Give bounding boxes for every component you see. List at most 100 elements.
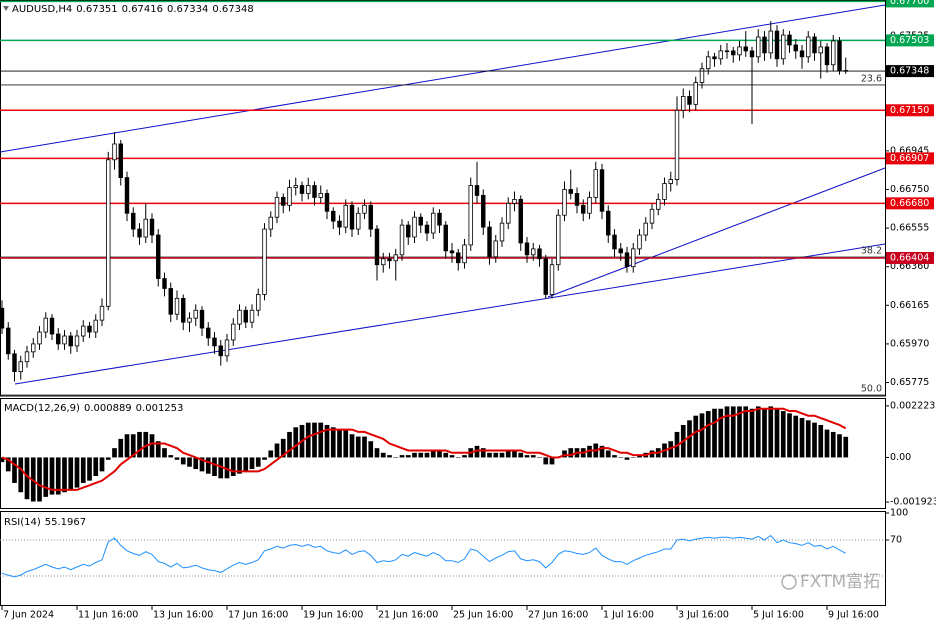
macd-histogram-bar (755, 406, 761, 458)
candle-body (587, 197, 592, 214)
macd-histogram-bar (230, 457, 236, 476)
macd-histogram-bar (737, 406, 742, 458)
candle-body (643, 222, 648, 236)
macd-histogram-bar (743, 406, 749, 458)
macd-histogram-bar (268, 450, 274, 458)
macd-histogram-bar (168, 455, 174, 458)
macd-histogram-bar (237, 457, 242, 474)
y-tick-label: 100 (890, 508, 908, 519)
candle-body (24, 351, 30, 363)
candle-body (699, 68, 705, 83)
candle-body (206, 327, 211, 339)
candle-body (456, 252, 461, 264)
candle-body (212, 337, 217, 347)
candle-body (93, 319, 98, 333)
macd-histogram-bar (493, 452, 499, 458)
candle-body (606, 210, 611, 236)
y-tick-label: 0.66945 (890, 145, 929, 156)
logo (781, 574, 797, 590)
candle-body (143, 218, 148, 238)
candle-body (137, 228, 142, 238)
fib-label: 23.6 (861, 73, 882, 84)
candle-body (293, 185, 298, 188)
level-price-label: 0.67700 (890, 0, 929, 7)
macd-histogram-bar (787, 413, 792, 458)
macd-histogram-bar (412, 452, 417, 458)
candle-body (612, 234, 617, 250)
macd-histogram-bar (630, 457, 636, 458)
y-tick-label: 0.66555 (890, 223, 929, 234)
macd-histogram-bar (112, 448, 117, 458)
level-price-box (886, 197, 934, 210)
macd-histogram-bar (180, 457, 186, 465)
rsi-panel-frame (0, 511, 886, 606)
macd-histogram-bar (549, 457, 555, 465)
macd-histogram-bar (49, 457, 55, 495)
macd-histogram-bar (143, 431, 149, 458)
macd-histogram-bar (0, 457, 5, 463)
candle-body (312, 185, 317, 198)
macd-histogram-bar (193, 457, 199, 470)
macd-histogram-bar (774, 408, 780, 458)
macd-histogram-bar (449, 455, 455, 458)
fib-label: 50.0 (861, 384, 882, 395)
macd-histogram-bar (37, 457, 42, 502)
candle-body (124, 177, 130, 214)
candle-body (337, 220, 342, 228)
macd-histogram-bar (162, 448, 167, 458)
x-tick-label: 27 Jun 16:00 (528, 610, 588, 621)
candle-body (287, 187, 292, 206)
macd-histogram-bar (374, 448, 380, 458)
level-price-box (886, 0, 934, 8)
candle-body (499, 222, 505, 242)
candle-body (437, 212, 442, 226)
macd-histogram-bar (249, 457, 255, 470)
macd-histogram-bar (699, 413, 705, 458)
macd-histogram-bar (705, 411, 711, 458)
y-tick-label: 0.002223 (890, 400, 935, 411)
candle-body (356, 212, 361, 230)
macd-histogram-bar (362, 436, 367, 458)
candle-body (12, 353, 17, 373)
candle-body (274, 197, 280, 218)
candle-body (668, 179, 673, 184)
macd-histogram-bar (205, 457, 211, 474)
macd-histogram-bar (830, 431, 836, 458)
header-value: 0.000889 (84, 403, 132, 414)
macd-histogram-bar (118, 438, 124, 458)
candle-body (399, 224, 405, 256)
candle-body (281, 197, 286, 206)
candle-body (599, 169, 605, 212)
candle-body (687, 96, 692, 105)
candle-body (81, 325, 86, 337)
candle-body (531, 248, 536, 256)
macd-histogram-bar (518, 452, 524, 458)
x-tick-label: 19 Jun 16:00 (303, 610, 363, 621)
y-tick-label: -0.001923 (890, 497, 936, 508)
macd-histogram-bar (812, 422, 817, 458)
macd-panel-frame (0, 398, 886, 509)
candle-body (799, 50, 805, 58)
macd-histogram-bar (12, 457, 17, 483)
candle-body (118, 143, 123, 179)
macd-histogram-bar (687, 420, 692, 458)
candle-body (343, 204, 348, 228)
macd-histogram-bar (99, 457, 105, 472)
candle-body (431, 212, 436, 234)
macd-histogram-bar (843, 436, 849, 458)
candle-body (262, 228, 267, 295)
macd-histogram-bar (637, 455, 642, 458)
candle-body (756, 36, 761, 58)
macd-histogram-bar (312, 422, 317, 458)
macd-histogram-bar (137, 431, 142, 458)
x-tick-label: 13 Jun 16:00 (153, 610, 213, 621)
header-value: 0.67351 (76, 4, 117, 15)
candle-body (381, 258, 386, 266)
macd-histogram-bar (130, 434, 136, 458)
current-price-box (886, 65, 934, 78)
candle-body (393, 254, 398, 262)
candle-body (674, 109, 680, 180)
macd-histogram-bar (649, 450, 655, 458)
candle-body (68, 335, 73, 347)
